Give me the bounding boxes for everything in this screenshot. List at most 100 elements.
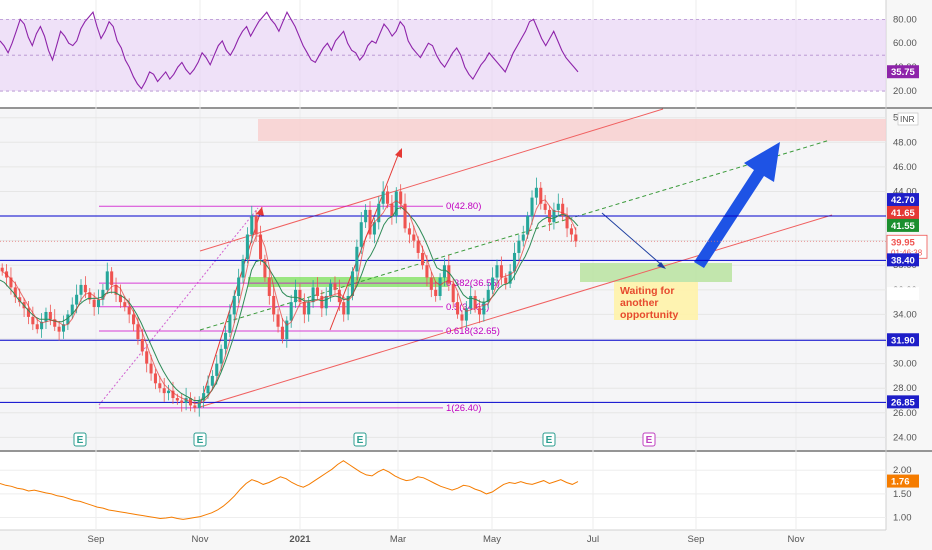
earnings-letter: E — [646, 435, 653, 446]
earnings-marker: E — [73, 432, 87, 447]
candle-body — [280, 326, 284, 340]
candle-body — [123, 302, 127, 308]
moving-average-fast — [1, 199, 577, 405]
candle-body — [508, 271, 512, 284]
level-tag-bg — [887, 287, 919, 301]
level-tag-text: 35.65 — [891, 289, 915, 300]
level-tag-bg — [887, 218, 919, 232]
fibonacci-retracement[interactable]: 0(42.80) 0.382(36.55) 0.5(34.62) 0.618(32.6… — [99, 201, 500, 414]
fib-level-label: 0.5(34.62) — [446, 302, 489, 313]
candle-body — [517, 240, 521, 253]
time-tick-label: May — [483, 534, 501, 545]
candle-body — [294, 289, 298, 303]
note-line-2: another — [620, 297, 659, 309]
ratio-tick-label: 1.00 — [893, 513, 912, 524]
candle-body — [259, 234, 263, 260]
level-tag-bg — [887, 333, 919, 347]
channel-mid-line[interactable] — [199, 139, 831, 331]
ratio-value-tag-bg — [887, 474, 919, 488]
pullback-arrow[interactable] — [601, 212, 665, 268]
candle-body — [377, 203, 381, 223]
candle-body — [276, 314, 280, 327]
candle-body — [180, 400, 184, 403]
price-tick-label: 48.00 — [893, 137, 917, 148]
candle-body — [57, 326, 61, 332]
candle-body — [31, 316, 35, 325]
candle-body — [175, 398, 179, 401]
drawing-tools[interactable] — [98, 108, 886, 408]
candle-body — [61, 324, 66, 332]
candle-body — [381, 191, 385, 204]
candle-body — [158, 383, 162, 389]
support-zone[interactable] — [580, 263, 732, 282]
level-tag-text: 41.55 — [891, 221, 915, 232]
candle-body — [184, 398, 188, 403]
candle-body — [136, 324, 140, 340]
candle-body — [202, 393, 206, 401]
candle-body — [543, 203, 547, 210]
candle-body — [438, 277, 442, 296]
candle-body — [368, 209, 372, 235]
candle-body — [556, 203, 560, 210]
note-box[interactable] — [614, 282, 698, 320]
level-tag-bg — [887, 395, 919, 409]
price-tick-label: 30.00 — [893, 359, 917, 370]
fib-level-label: 1(26.40) — [446, 403, 481, 414]
breakout-arrow[interactable] — [694, 142, 780, 268]
candle-body — [526, 216, 530, 235]
time-tick-label: Nov — [788, 534, 805, 545]
channel-lower-line[interactable] — [199, 214, 833, 408]
demand-band[interactable] — [248, 277, 448, 287]
earnings-badge — [353, 432, 367, 447]
candle-body — [447, 265, 451, 284]
rsi-value-tag: 35.75 — [887, 65, 919, 79]
candle-body — [83, 284, 87, 293]
earnings-badge — [73, 432, 87, 447]
candle-body — [171, 390, 175, 399]
candle-body — [210, 375, 214, 386]
candle-body — [359, 222, 363, 247]
note-line-3: opportunity — [620, 309, 678, 321]
time-scale[interactable]: Sep Nov 2021 Mar May Jul Sep Nov — [88, 534, 805, 545]
earnings-letter: E — [77, 435, 84, 446]
candle-body — [289, 302, 293, 321]
level-tag-text: 41.65 — [891, 208, 915, 219]
candle-body — [425, 265, 429, 278]
candle-body — [311, 287, 315, 303]
pullback-arrow-head — [657, 262, 666, 269]
candle-body — [70, 304, 74, 315]
level-tag-bg — [887, 205, 919, 219]
currency-label: INR — [900, 114, 915, 124]
level-tag: 42.70 — [887, 193, 919, 207]
candle-body — [521, 234, 525, 241]
currency-badge[interactable] — [897, 112, 919, 126]
candle-body — [75, 294, 79, 305]
impulse-arrow-head — [395, 148, 402, 158]
candle-body — [140, 339, 144, 352]
candle-body — [477, 308, 482, 315]
candle-body — [355, 246, 359, 272]
price-scale[interactable]: 80.0060.0040.0020.0050.0048.0046.0044.00… — [893, 14, 917, 523]
bar-countdown-text: 01:46:38 — [891, 248, 923, 257]
candle-body — [390, 203, 394, 217]
candle-body — [394, 191, 398, 217]
level-tag-text: 38.40 — [891, 255, 915, 266]
resistance-zone[interactable] — [258, 119, 886, 141]
horizontal-levels[interactable] — [0, 215, 886, 403]
candle-body — [127, 307, 131, 315]
fib-level-label: 0.618(32.65) — [446, 326, 500, 337]
moving-averages — [0, 199, 579, 405]
channel-upper-line[interactable] — [199, 108, 664, 252]
impulse-arrow-head — [256, 207, 264, 216]
candle-body — [491, 277, 495, 290]
candle-body — [499, 265, 503, 278]
time-tick-label: Sep — [88, 534, 105, 545]
candle-body — [451, 283, 455, 303]
candle-body — [315, 287, 319, 296]
price-tick-label: 28.00 — [893, 383, 917, 394]
candle-body — [473, 295, 477, 309]
price-tick-label: 34.00 — [893, 309, 917, 320]
